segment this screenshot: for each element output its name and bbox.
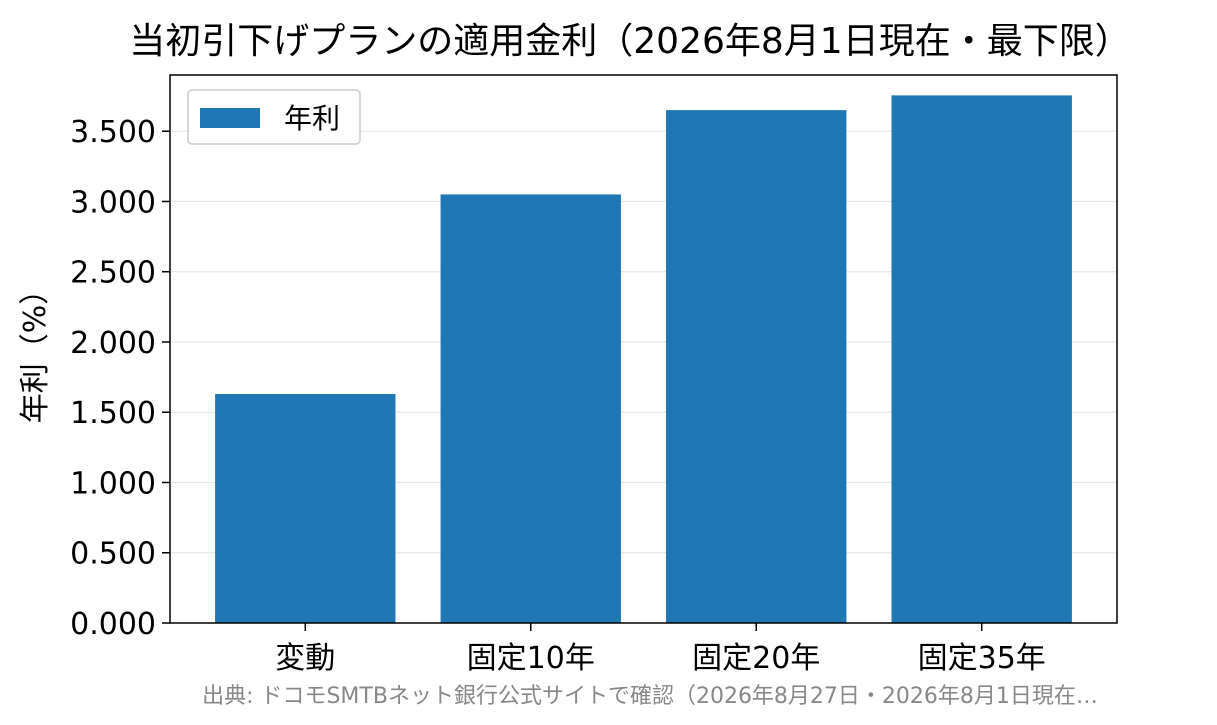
y-tick-label: 3.500 [70, 115, 156, 150]
y-axis-label: 年利（%） [18, 275, 53, 424]
bar [891, 95, 1072, 623]
legend-box [187, 89, 361, 145]
bar [440, 194, 621, 623]
source-note: 出典: ドコモSMTBネット銀行公式サイトで確認（2026年8月27日・2026… [202, 684, 1098, 709]
y-tick-label: 0.500 [70, 537, 156, 572]
bar [215, 393, 396, 623]
x-axis: 変動 固定10年 固定20年 固定35年 [275, 623, 1046, 676]
y-tick-label: 1.000 [70, 466, 156, 501]
y-tick-label: 2.000 [70, 326, 156, 361]
legend: 年利 [187, 89, 361, 145]
x-tick-label: 変動 [275, 641, 335, 676]
y-tick-label: 1.500 [70, 396, 156, 431]
x-tick-label: 固定10年 [467, 641, 595, 676]
y-tick-label: 3.000 [70, 185, 156, 220]
y-tick-label: 0.000 [70, 607, 156, 642]
bar [666, 110, 847, 624]
bars [215, 95, 1072, 624]
plot-frame [169, 74, 1118, 624]
x-tick-label: 固定20年 [692, 641, 820, 676]
y-tick-label: 2.500 [70, 256, 156, 291]
legend-swatch [200, 108, 260, 128]
y-axis: 0.000 0.500 1.000 1.500 2.000 2.500 3.000 3.500 [70, 115, 170, 642]
chart-title: 当初引下げプランの適用金利（2026年8月1日現在・最下限） [129, 21, 1130, 62]
x-tick-label: 固定35年 [918, 641, 1046, 676]
legend-label: 年利 [284, 102, 340, 135]
